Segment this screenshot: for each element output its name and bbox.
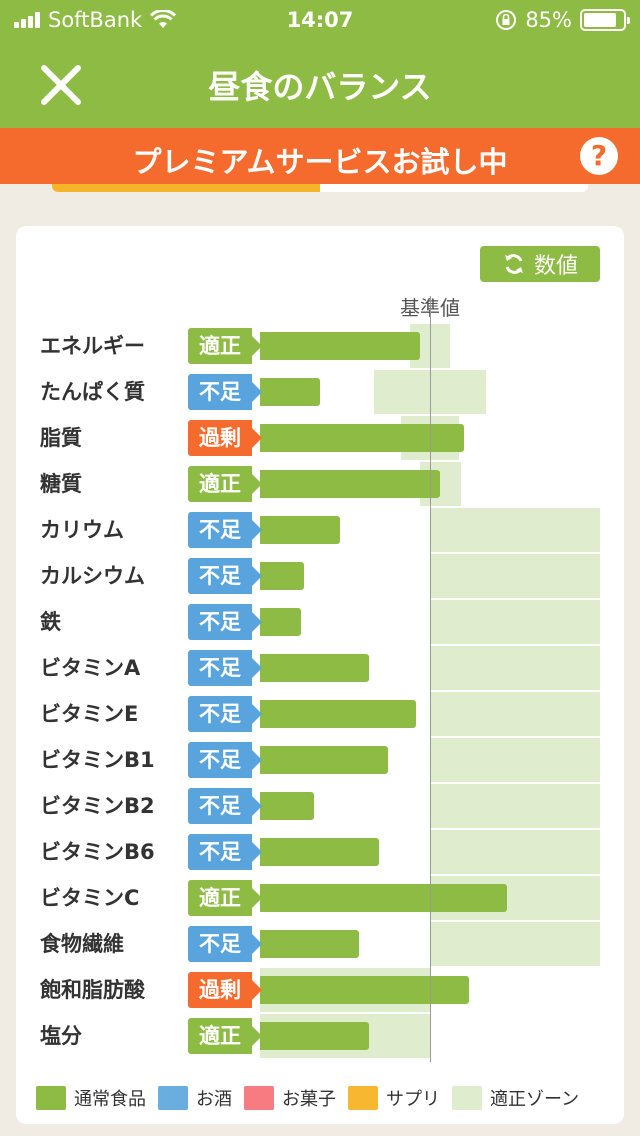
- legend-item: お酒: [158, 1085, 232, 1111]
- legend-item: お菓子: [244, 1085, 336, 1111]
- status-badge: 適正: [188, 1018, 262, 1054]
- nutrient-bar: [260, 1022, 369, 1050]
- nutrient-bar: [260, 700, 417, 728]
- optimal-zone: [430, 600, 600, 644]
- nutrient-bar: [260, 332, 420, 360]
- nutrient-label: カリウム: [40, 518, 124, 542]
- status-badge: 不足: [188, 788, 262, 824]
- legend-swatch: [244, 1086, 274, 1110]
- status-badge: 不足: [188, 512, 262, 548]
- status-badge: 不足: [188, 696, 262, 732]
- nutrient-label: ビタミンE: [40, 702, 139, 726]
- reference-line: [430, 296, 431, 1062]
- clock: 14:07: [286, 8, 354, 32]
- nutrient-bar: [260, 378, 320, 406]
- nutrient-label: 食物繊維: [40, 932, 124, 956]
- optimal-zone: [430, 508, 600, 552]
- legend-item: サプリ: [348, 1085, 440, 1111]
- tab-indicator: [52, 184, 588, 192]
- close-icon[interactable]: [38, 62, 84, 108]
- nutrient-bar: [260, 424, 464, 452]
- nutrient-bar: [260, 562, 305, 590]
- optimal-zone: [373, 370, 487, 414]
- nutrient-bar: [260, 930, 359, 958]
- status-badge: 不足: [188, 604, 262, 640]
- optimal-zone: [430, 784, 600, 828]
- tab-active-indicator: [52, 184, 320, 192]
- optimal-zone: [430, 830, 600, 874]
- optimal-zone: [430, 692, 600, 736]
- premium-banner-text: プレミアムサービスお試し中: [132, 145, 508, 179]
- nutrient-bar: [260, 516, 340, 544]
- status-badge: 不足: [188, 558, 262, 594]
- nutrient-bar: [260, 654, 369, 682]
- status-badge: 過剰: [188, 972, 262, 1008]
- status-bar: SoftBank 14:07 85%: [0, 0, 640, 40]
- page-title: 昼食のバランス: [208, 68, 432, 106]
- nutrient-label: ビタミンB2: [40, 794, 155, 818]
- battery-icon: [580, 9, 630, 31]
- nutrient-label: カルシウム: [40, 564, 145, 588]
- nutrient-bar: [260, 608, 301, 636]
- nutrient-bar: [260, 792, 315, 820]
- optimal-zone: [430, 922, 600, 966]
- legend-swatch: [36, 1086, 66, 1110]
- value-toggle-label: 数値: [533, 254, 578, 279]
- status-badge: 不足: [188, 834, 262, 870]
- nav-bar: SoftBank 14:07 85% 昼食のバランス: [0, 0, 640, 128]
- legend-swatch: [158, 1086, 188, 1110]
- nutrient-label: ビタミンA: [40, 656, 141, 680]
- signal-icon: [14, 12, 40, 28]
- legend: 通常食品 お酒 お菓子 サプリ 適正ゾーン: [36, 1084, 616, 1112]
- status-badge: 過剰: [188, 420, 262, 456]
- nutrient-label: 塩分: [40, 1024, 82, 1048]
- status-badge: 不足: [188, 374, 262, 410]
- nutrient-bar: [260, 976, 470, 1004]
- help-icon[interactable]: ?: [580, 137, 618, 175]
- refresh-icon: [504, 254, 523, 274]
- nutrient-bar: [260, 746, 388, 774]
- status-badge: 適正: [188, 880, 262, 916]
- nutrient-label: ビタミンC: [40, 886, 140, 910]
- rotation-lock-icon: [496, 10, 517, 30]
- status-badge: 適正: [188, 466, 262, 502]
- legend-item: 通常食品: [36, 1085, 146, 1111]
- nutrient-label: 脂質: [40, 426, 82, 450]
- nutrient-bar: [260, 884, 507, 912]
- nutrient-bar: [260, 470, 441, 498]
- optimal-zone: [430, 646, 600, 690]
- nutrient-label: ビタミンB6: [40, 840, 155, 864]
- nutrient-label: エネルギー: [40, 334, 145, 358]
- status-badge: 適正: [188, 328, 262, 364]
- status-badge: 不足: [188, 650, 262, 686]
- optimal-zone: [430, 738, 600, 782]
- nutrient-label: 糖質: [40, 472, 82, 496]
- nutrient-label: 鉄: [40, 610, 61, 634]
- nutrient-bar: [260, 838, 379, 866]
- status-badge: 不足: [188, 742, 262, 778]
- legend-swatch: [348, 1086, 378, 1110]
- nutrition-card: 数値 基準値 エネルギー 適正 たんぱく質 不足 脂質 過剰 糖質 適正 カリウム 不足 カルシウム…: [16, 226, 624, 1124]
- legend-item: 適正ゾーン: [452, 1085, 579, 1111]
- nutrient-label: ビタミンB1: [40, 748, 155, 772]
- premium-banner[interactable]: プレミアムサービスお試し中 ?: [0, 128, 640, 184]
- carrier-name: SoftBank: [48, 8, 143, 32]
- wifi-icon: [150, 10, 177, 28]
- legend-label: お酒: [196, 1089, 232, 1110]
- nutrient-label: 飽和脂肪酸: [40, 978, 145, 1002]
- legend-label: お菓子: [282, 1089, 336, 1110]
- status-badge: 不足: [188, 926, 262, 962]
- legend-label: 通常食品: [74, 1089, 146, 1110]
- nutrient-label: たんぱく質: [40, 380, 145, 404]
- optimal-zone: [430, 554, 600, 598]
- legend-swatch: [452, 1086, 482, 1110]
- legend-label: サプリ: [386, 1089, 440, 1110]
- value-toggle-button[interactable]: 数値: [480, 246, 600, 282]
- legend-label: 適正ゾーン: [490, 1089, 580, 1110]
- battery-percent: 85%: [525, 8, 572, 32]
